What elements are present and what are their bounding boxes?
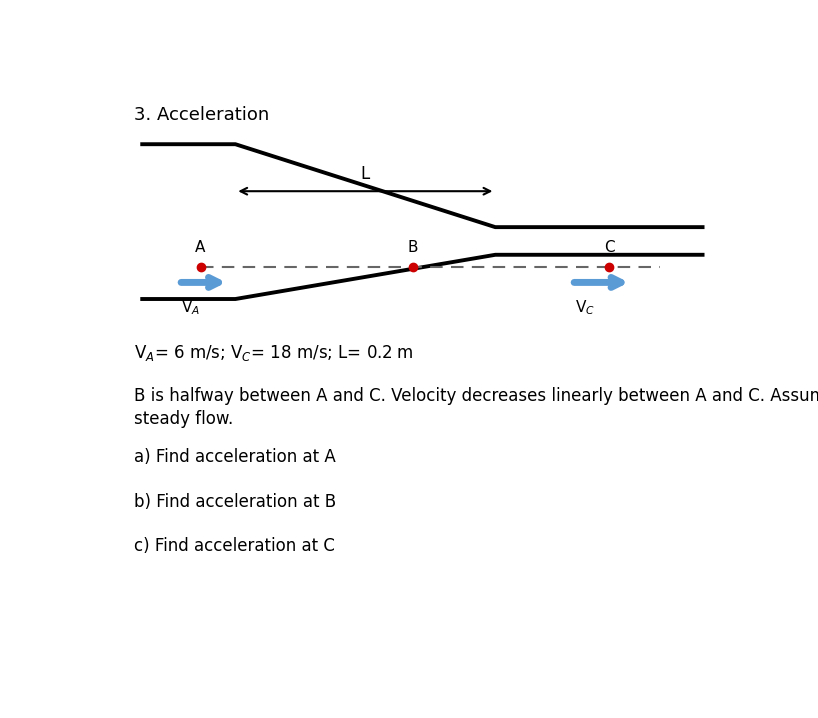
Text: V$_{A}$= 6 m/s; V$_{C}$= 18 m/s; L= 0.2 m: V$_{A}$= 6 m/s; V$_{C}$= 18 m/s; L= 0.2 … [134,343,414,363]
Text: a) Find acceleration at A: a) Find acceleration at A [134,448,335,466]
Text: b) Find acceleration at B: b) Find acceleration at B [134,493,336,510]
Text: C: C [605,240,614,255]
Text: V$_A$: V$_A$ [182,298,200,317]
Text: B: B [407,240,418,255]
Text: B is halfway between A and C. Velocity decreases linearly between A and C. Assum: B is halfway between A and C. Velocity d… [134,388,818,406]
Text: L: L [361,165,370,183]
Text: c) Find acceleration at C: c) Find acceleration at C [134,537,335,555]
Text: steady flow.: steady flow. [134,409,233,428]
Text: A: A [196,240,205,255]
Text: V$_C$: V$_C$ [574,298,595,317]
Text: 3. Acceleration: 3. Acceleration [134,106,269,123]
